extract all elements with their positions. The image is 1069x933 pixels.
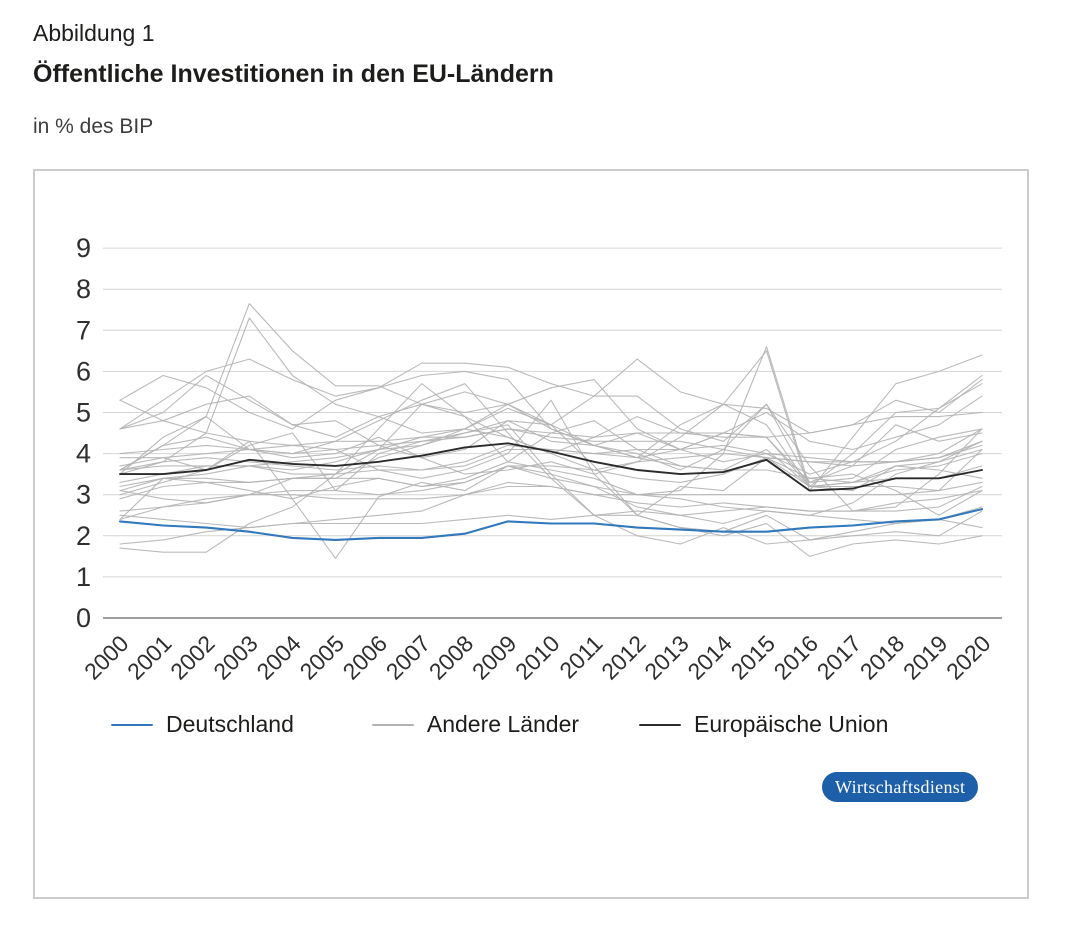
svg-text:3: 3 (76, 480, 91, 510)
andere-laender-line-swatch (371, 723, 414, 726)
page-title: Öffentliche Investitionen in den EU-Länd… (33, 60, 554, 89)
svg-text:5: 5 (76, 398, 91, 428)
europaeische-union-line-swatch (639, 723, 682, 726)
figure-label: Abbildung 1 (33, 20, 155, 46)
svg-text:8: 8 (76, 275, 91, 305)
chart-card: 0 1 2 3 4 5 6 7 8 9 2000 2001 2002 2003 2004 2005 2006 20… (33, 169, 1029, 900)
line-chart-canvas: 0123456789200020012002200320042005200620… (76, 233, 1002, 685)
legend-label-deutschland: Deutschland (166, 711, 294, 738)
svg-text:7: 7 (76, 316, 91, 346)
legend-item-deutschland: Deutschland (111, 711, 294, 738)
svg-text:2009: 2009 (467, 630, 522, 685)
svg-text:2018: 2018 (855, 630, 910, 685)
legend-item-andere-laender: Andere Länder (371, 711, 580, 738)
svg-text:2020: 2020 (941, 630, 996, 685)
svg-text:2000: 2000 (79, 630, 134, 685)
svg-text:2003: 2003 (208, 630, 263, 685)
legend-label-andere-laender: Andere Länder (426, 711, 580, 738)
svg-text:2007: 2007 (381, 630, 436, 685)
svg-text:0: 0 (76, 603, 91, 633)
svg-text:2015: 2015 (725, 630, 780, 685)
svg-text:2013: 2013 (639, 630, 694, 685)
svg-text:2002: 2002 (165, 630, 220, 685)
svg-text:2004: 2004 (251, 630, 306, 685)
wirtschaftsdienst-logo-badge: Wirtschaftsdienst (822, 772, 979, 803)
svg-text:2006: 2006 (338, 630, 393, 685)
svg-text:2016: 2016 (769, 630, 824, 685)
svg-text:2008: 2008 (424, 630, 479, 685)
chart-subtitle: in % des BIP (33, 115, 154, 139)
deutschland-line-swatch (111, 723, 153, 726)
svg-text:2: 2 (76, 521, 91, 551)
svg-text:2011: 2011 (554, 630, 607, 683)
svg-text:4: 4 (76, 439, 91, 469)
legend-label-europaeische-union: Europäische Union (694, 711, 889, 738)
legend-item-europaeische-union: Europäische Union (639, 711, 888, 738)
svg-text:6: 6 (76, 357, 91, 387)
svg-text:2019: 2019 (898, 630, 953, 685)
svg-text:2017: 2017 (812, 630, 867, 685)
svg-text:2014: 2014 (682, 630, 737, 685)
chart-legend: Deutschland Andere Länder Europäische Un… (111, 711, 888, 738)
svg-text:9: 9 (76, 233, 91, 263)
svg-text:2001: 2001 (122, 630, 177, 685)
svg-text:1: 1 (76, 562, 91, 592)
svg-text:2005: 2005 (294, 630, 349, 685)
svg-text:2010: 2010 (510, 630, 565, 685)
svg-text:2012: 2012 (596, 630, 651, 685)
